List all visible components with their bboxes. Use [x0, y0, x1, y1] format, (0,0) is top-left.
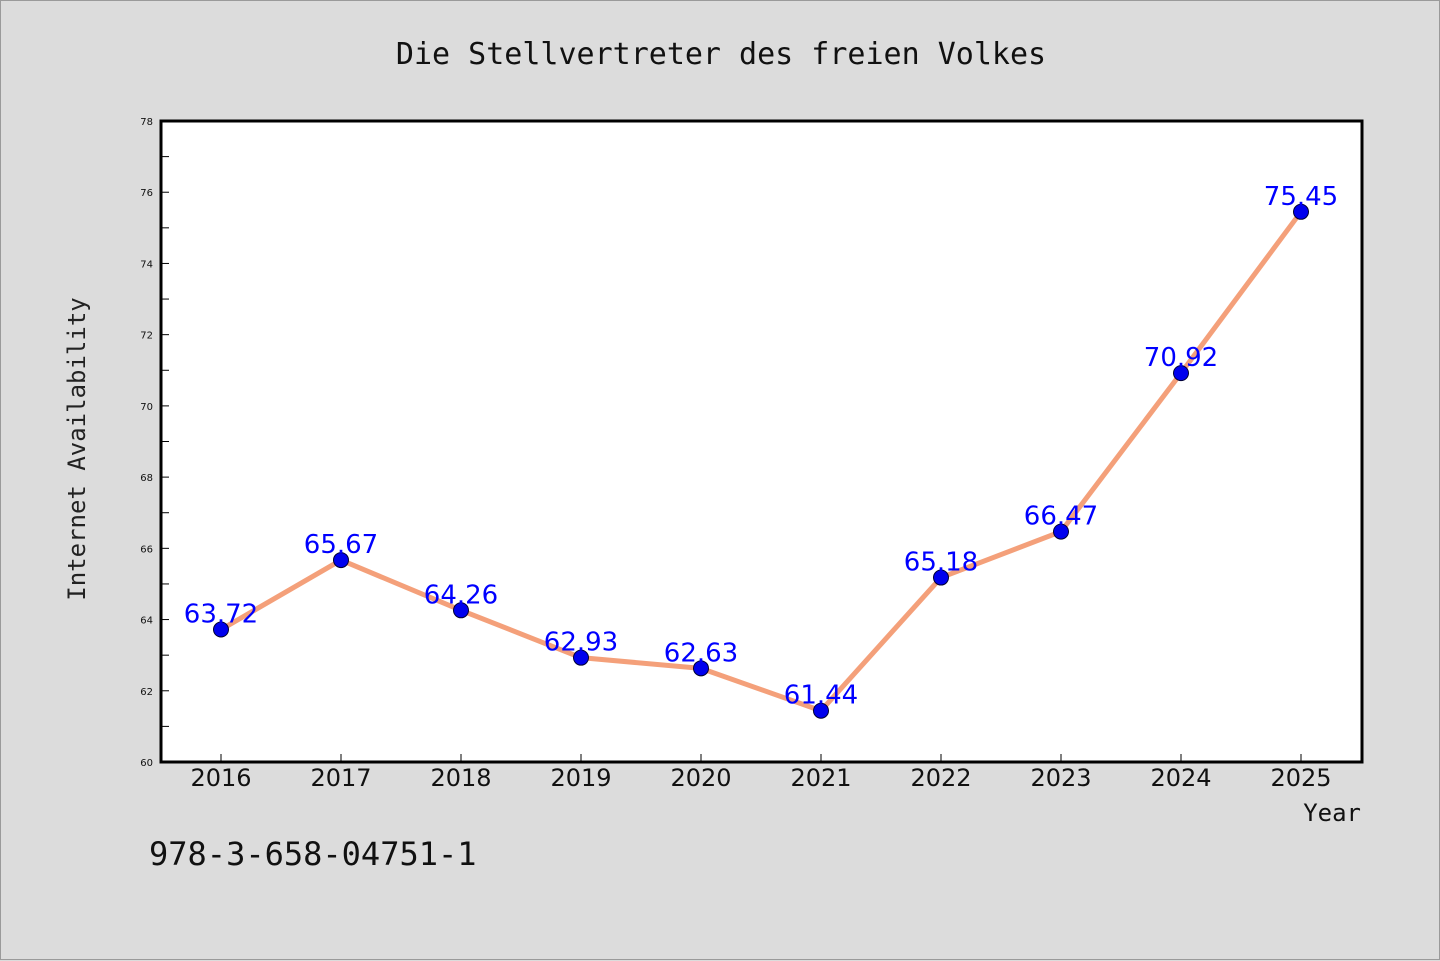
x-tick-label: 2025 [1270, 764, 1331, 792]
y-tick-label: 78 [140, 117, 153, 128]
x-tick-label: 2019 [550, 764, 611, 792]
y-tick-label: 70 [140, 402, 153, 413]
data-point [453, 602, 469, 619]
data-point [213, 621, 229, 638]
y-tick-label: 74 [140, 259, 153, 270]
data-label: 62.63 [664, 638, 738, 668]
data-label: 63.72 [184, 600, 258, 630]
data-point [333, 552, 349, 569]
data-label: 62.93 [544, 628, 618, 658]
y-tick-label: 68 [140, 473, 153, 484]
data-point [933, 569, 949, 586]
data-label: 75.45 [1264, 182, 1338, 212]
data-point [813, 702, 829, 719]
x-tick-label: 2021 [790, 764, 851, 792]
x-axis-label: Year [1303, 799, 1361, 827]
y-tick-label: 66 [140, 544, 153, 555]
plot-area [161, 121, 1362, 762]
y-tick-label: 60 [140, 758, 153, 769]
x-tick-label: 2017 [310, 764, 371, 792]
y-axis-ticks: 60 62 64 66 68 70 72 74 76 78 [140, 117, 169, 769]
x-tick-label: 2023 [1030, 764, 1091, 792]
data-label: 66.47 [1024, 502, 1098, 532]
data-label: 65.67 [304, 530, 378, 560]
y-tick-label: 76 [140, 188, 153, 199]
y-tick-label: 64 [140, 616, 153, 627]
data-label: 70.92 [1144, 343, 1218, 373]
data-point [1293, 203, 1309, 220]
y-axis-label: Internet Availability [63, 297, 91, 600]
series-layer [213, 203, 1309, 719]
data-point [693, 660, 709, 677]
chart-title: Die Stellvertreter des freien Volkes [396, 37, 1046, 72]
data-point [1053, 523, 1069, 540]
x-tick-label: 2016 [190, 764, 251, 792]
x-axis-ticks: 2016 2017 2018 2019 2020 2021 2022 2023 2024 2025 [190, 754, 1332, 792]
data-label: 65.18 [904, 548, 978, 578]
data-labels: 63.72 65.67 64.26 62.93 62.63 61.44 65.18 66.47… [184, 182, 1338, 711]
x-tick-label: 2018 [430, 764, 491, 792]
y-tick-label: 62 [140, 687, 153, 698]
plot-border [159, 119, 1364, 764]
data-label: 61.44 [784, 681, 858, 711]
x-tick-label: 2022 [910, 764, 971, 792]
data-point [573, 649, 589, 666]
y-tick-label: 72 [140, 331, 153, 342]
x-tick-label: 2024 [1150, 764, 1211, 792]
footer-isbn: 978-3-658-04751-1 [149, 835, 477, 873]
x-tick-label: 2020 [670, 764, 731, 792]
data-point [1173, 365, 1189, 382]
data-label: 64.26 [424, 580, 498, 610]
series-line [218, 209, 1304, 714]
